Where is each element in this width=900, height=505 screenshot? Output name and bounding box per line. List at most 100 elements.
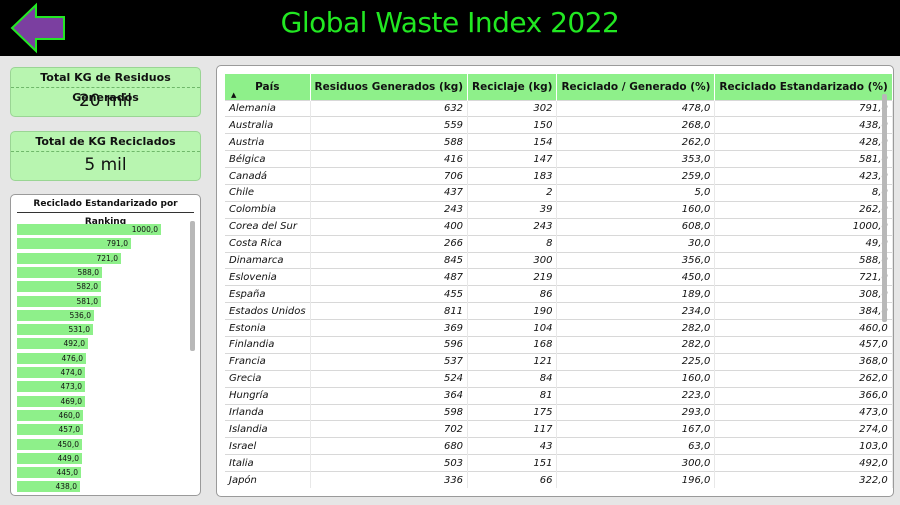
table-row[interactable]: Italia 503 151 300,0 492,0 xyxy=(225,454,893,472)
cell-country: Japón xyxy=(225,471,311,489)
cell-value: 150 xyxy=(467,116,558,134)
cell-value: 680 xyxy=(310,437,469,455)
ranking-bar-label: 721,0 xyxy=(96,253,118,263)
table-row[interactable]: España 455 86 189,0 308,0 xyxy=(225,285,893,303)
cell-value: 364 xyxy=(310,386,469,405)
table-scrollbar[interactable] xyxy=(882,94,887,322)
ranking-scrollbar[interactable] xyxy=(190,221,195,351)
page-title: Global Waste Index 2022 xyxy=(280,6,620,39)
cell-value: 632 xyxy=(310,99,469,117)
cell-value: 811 xyxy=(310,302,469,320)
table-row[interactable]: Estonia 369 104 282,0 460,0 xyxy=(225,319,893,337)
table-row[interactable]: Islandia 702 117 167,0 274,0 xyxy=(225,420,893,438)
cell-value: 791,0 xyxy=(714,99,893,117)
ranking-bar[interactable]: 588,0 xyxy=(17,266,102,278)
cell-country: Australia xyxy=(225,116,311,134)
ranking-panel: Reciclado Estandarizado por Ranking 1000… xyxy=(10,194,201,496)
column-header-recycled[interactable]: Reciclaje (kg) xyxy=(467,74,558,100)
ranking-bar[interactable]: 449,0 xyxy=(17,452,82,464)
table-row[interactable]: Austria 588 154 262,0 428,0 xyxy=(225,133,893,151)
ranking-bar[interactable]: 1000,0 xyxy=(17,224,161,235)
table-row[interactable]: Canadá 706 183 259,0 423,0 xyxy=(225,167,893,185)
ranking-bar-label: 450,0 xyxy=(57,439,79,449)
ranking-bar[interactable]: 438,0 xyxy=(17,481,80,493)
ranking-bar-label: 476,0 xyxy=(61,353,83,363)
ranking-bar[interactable]: 457,0 xyxy=(17,424,83,436)
table-row[interactable]: Finlandia 596 168 282,0 457,0 xyxy=(225,335,893,354)
column-header-country[interactable]: País ▲ xyxy=(225,74,311,100)
table-row[interactable]: Estados Unidos 811 190 234,0 384,0 xyxy=(225,302,893,320)
table-row[interactable]: Eslovenia 487 219 450,0 721,0 xyxy=(225,268,893,286)
cell-country: Estados Unidos xyxy=(225,302,311,320)
ranking-bar[interactable]: 492,0 xyxy=(17,338,88,350)
ranking-bar[interactable]: 581,0 xyxy=(17,295,101,307)
ranking-bar[interactable]: 476,0 xyxy=(17,352,86,364)
ranking-bar[interactable]: 460,0 xyxy=(17,409,83,421)
cell-value: 266 xyxy=(310,234,469,253)
ranking-bar-label: 449,0 xyxy=(57,453,79,463)
cell-value: 721,0 xyxy=(714,268,893,286)
column-header-standardized[interactable]: Reciclado Estandarizado (%) xyxy=(714,74,893,100)
cell-value: 196,0 xyxy=(556,471,716,489)
cell-value: 336 xyxy=(310,471,469,489)
table-row[interactable]: Corea del Sur 400 243 608,0 1000,0 xyxy=(225,217,893,236)
header-bar: Global Waste Index 2022 xyxy=(0,0,900,56)
cell-value: 183 xyxy=(467,167,558,185)
table-row[interactable]: Chile 437 2 5,0 8,0 xyxy=(225,183,893,202)
table-row[interactable]: Francia 537 121 225,0 368,0 xyxy=(225,352,893,371)
cell-country: Dinamarca xyxy=(225,251,311,269)
cell-value: 384,0 xyxy=(714,302,893,320)
ranking-bar[interactable]: 469,0 xyxy=(17,395,85,407)
cell-country: España xyxy=(225,285,311,303)
cell-value: 416 xyxy=(310,150,469,168)
column-header-ratio[interactable]: Reciclado / Generado (%) xyxy=(556,74,716,100)
ranking-bar[interactable]: 445,0 xyxy=(17,467,81,479)
ranking-bar-label: 581,0 xyxy=(76,296,98,306)
cell-value: 5,0 xyxy=(556,183,716,202)
cell-value: 225,0 xyxy=(556,352,716,371)
kpi-total-recycled: Total de KG Reciclados 5 mil xyxy=(10,131,201,181)
ranking-bar-label: 582,0 xyxy=(76,282,98,292)
country-table: País ▲ Residuos Generados (kg) Reciclaje… xyxy=(225,74,893,489)
ranking-bar-label: 474,0 xyxy=(60,368,82,377)
sort-ascending-icon[interactable]: ▲ xyxy=(231,90,237,99)
ranking-title: Reciclado Estandarizado por Ranking xyxy=(17,195,194,227)
table-row[interactable]: Alemania 632 302 478,0 791,0 xyxy=(225,99,893,117)
ranking-bar-label: 492,0 xyxy=(63,339,85,349)
kpi-label: Total KG de Residuos Generados xyxy=(11,68,200,104)
cell-value: 167,0 xyxy=(556,420,716,438)
cell-value: 189,0 xyxy=(556,285,716,303)
ranking-bar[interactable]: 582,0 xyxy=(17,281,101,293)
ranking-bar[interactable]: 473,0 xyxy=(17,381,85,393)
table-row[interactable]: Bélgica 416 147 353,0 581,0 xyxy=(225,150,893,168)
table-row[interactable]: Grecia 524 84 160,0 262,0 xyxy=(225,369,893,388)
ranking-bar[interactable]: 531,0 xyxy=(17,324,93,336)
back-arrow-icon[interactable] xyxy=(10,2,66,54)
table-row[interactable]: Costa Rica 266 8 30,0 49,0 xyxy=(225,234,893,253)
ranking-bar[interactable]: 791,0 xyxy=(17,238,131,250)
cell-value: 43 xyxy=(467,437,558,455)
table-row[interactable]: Hungría 364 81 223,0 366,0 xyxy=(225,386,893,405)
cell-country: Alemania xyxy=(225,99,311,117)
ranking-bar-label: 438,0 xyxy=(55,482,77,492)
table-row[interactable]: Australia 559 150 268,0 438,0 xyxy=(225,116,893,134)
cell-value: 160,0 xyxy=(556,369,716,388)
column-header-generated[interactable]: Residuos Generados (kg) xyxy=(310,74,469,100)
cell-value: 117 xyxy=(467,420,558,438)
cell-value: 151 xyxy=(467,454,558,472)
cell-value: 300,0 xyxy=(556,454,716,472)
cell-value: 302 xyxy=(467,99,558,117)
ranking-bar-label: 457,0 xyxy=(58,425,80,435)
table-row[interactable]: Dinamarca 845 300 356,0 588,0 xyxy=(225,251,893,269)
ranking-bar[interactable]: 474,0 xyxy=(17,367,85,378)
ranking-bar[interactable]: 536,0 xyxy=(17,309,94,321)
cell-value: 368,0 xyxy=(714,352,893,371)
cell-country: Costa Rica xyxy=(225,234,311,253)
cell-value: 492,0 xyxy=(714,454,893,472)
table-row[interactable]: Irlanda 598 175 293,0 473,0 xyxy=(225,403,893,421)
table-row[interactable]: Israel 680 43 63,0 103,0 xyxy=(225,437,893,455)
ranking-bar[interactable]: 450,0 xyxy=(17,438,82,450)
ranking-bar[interactable]: 721,0 xyxy=(17,252,121,264)
table-row[interactable]: Japón 336 66 196,0 322,0 xyxy=(225,471,893,489)
table-row[interactable]: Colombia 243 39 160,0 262,0 xyxy=(225,200,893,219)
